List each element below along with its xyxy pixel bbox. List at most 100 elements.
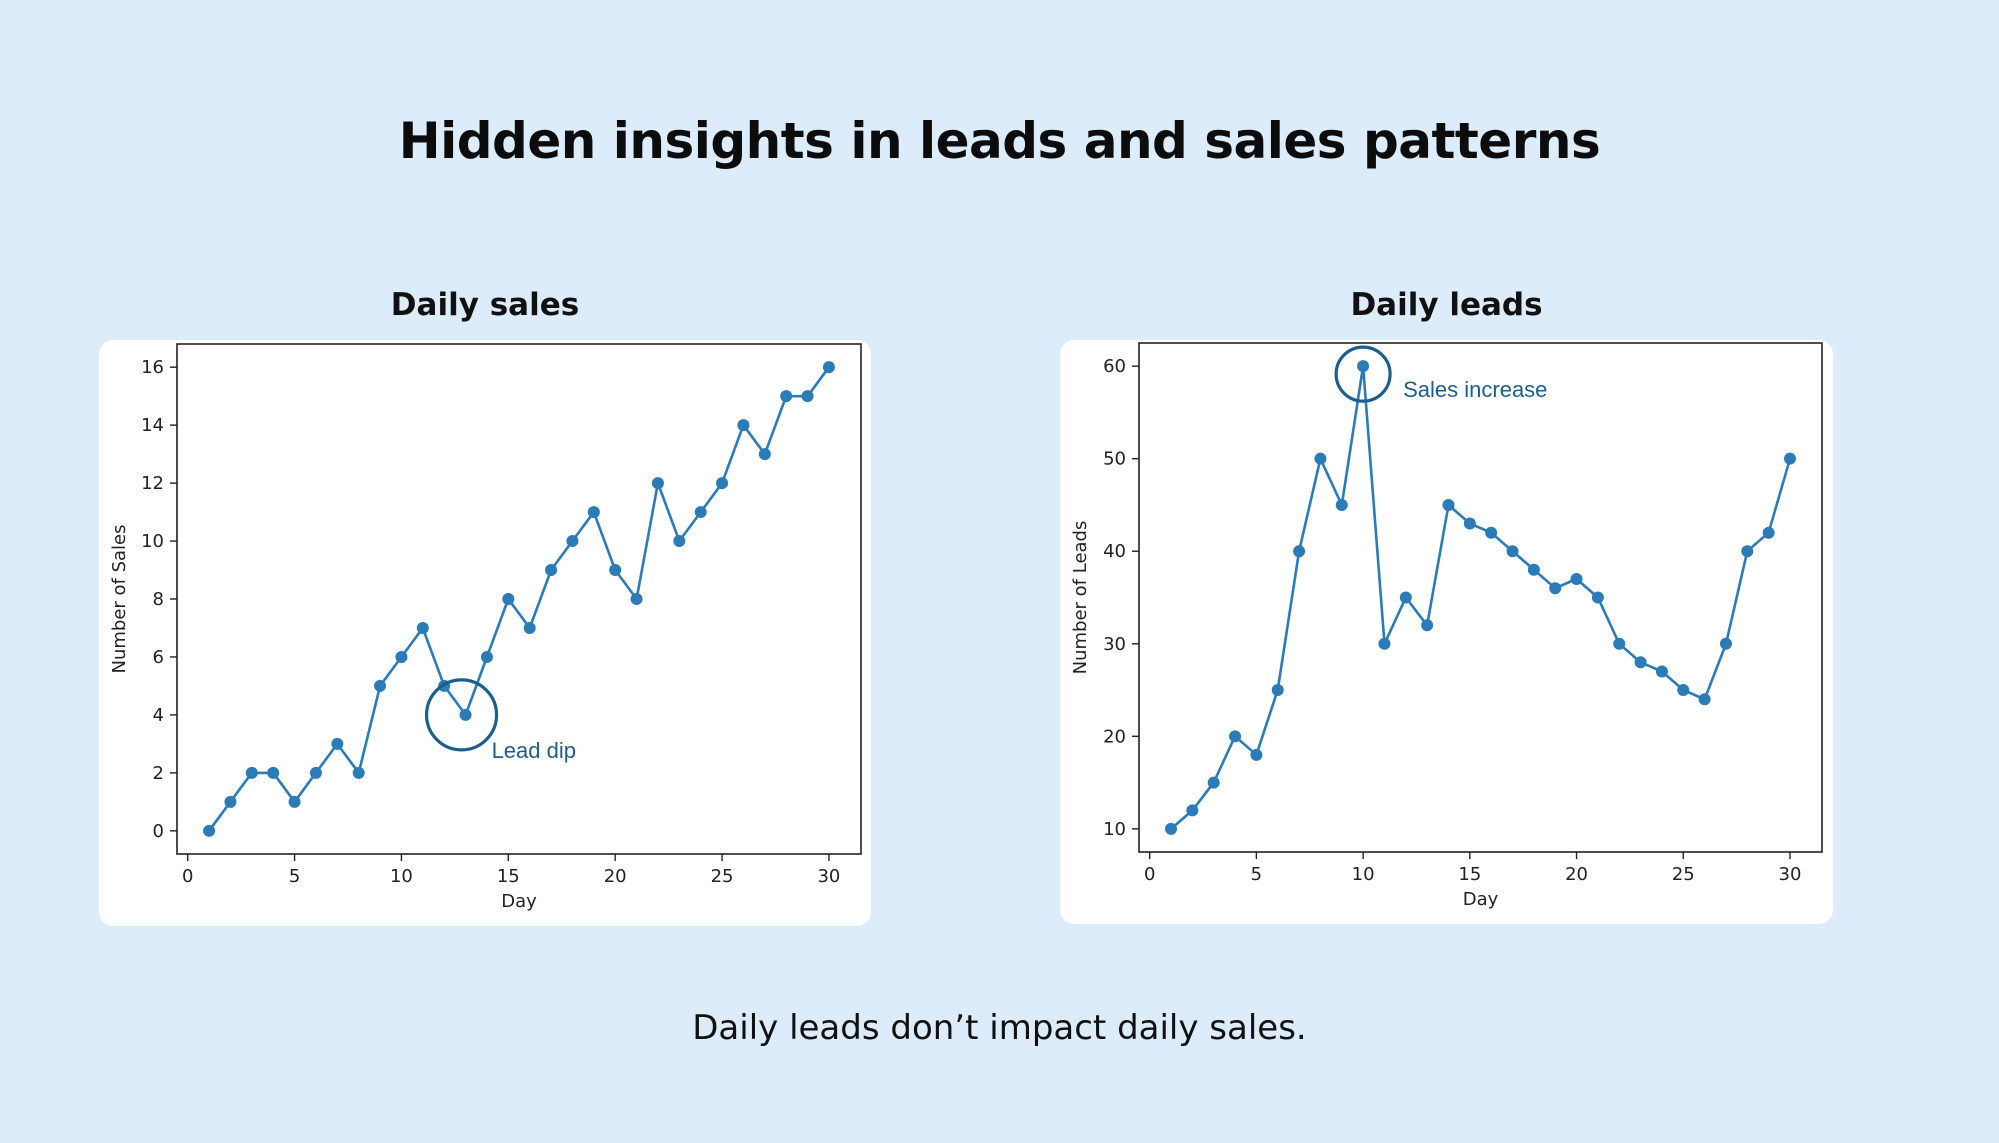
sales-data-point xyxy=(694,506,707,519)
sales-data-point xyxy=(502,593,515,605)
leads-data-point xyxy=(1271,684,1284,697)
sales-data-point xyxy=(801,390,814,403)
leads-line-chart: 0 5 10 15 20 25 30 10 20 30 40 50 60 Day Number of Lea… xyxy=(1070,342,1823,910)
leads-x-tick-label: 10 xyxy=(1352,864,1375,885)
sales-chart-title: Daily sales xyxy=(390,287,580,323)
sales-y-tick-label: 14 xyxy=(141,415,164,436)
sales-data-point xyxy=(609,564,622,577)
sales-x-tick-label: 0 xyxy=(182,866,193,887)
sales-data-point xyxy=(737,419,750,432)
leads-data-point xyxy=(1719,637,1732,650)
sales-data-point xyxy=(245,766,258,779)
sales-data-point xyxy=(480,650,493,663)
leads-data-point xyxy=(1399,591,1412,604)
leads-data-point xyxy=(1293,545,1306,558)
sales-data-point xyxy=(374,679,387,692)
leads-data-point xyxy=(1165,822,1178,835)
leads-data-point xyxy=(1527,563,1540,576)
sales-y-tick-label: 16 xyxy=(141,357,164,378)
sales-x-axis-label: Day xyxy=(501,891,537,912)
sales-annotation-label: Lead dip xyxy=(492,738,576,763)
sales-data-point xyxy=(716,477,729,490)
leads-y-axis-label: Number of Leads xyxy=(1070,521,1091,675)
leads-annotation-label: Sales increase xyxy=(1403,377,1547,402)
leads-data-point xyxy=(1186,804,1199,817)
leads-y-tick-label: 40 xyxy=(1103,541,1126,562)
sales-y-tick-label: 8 xyxy=(153,589,164,610)
sales-y-tick-label: 0 xyxy=(153,821,164,842)
sales-y-axis-label: Number of Sales xyxy=(109,524,130,673)
leads-y-tick-label: 50 xyxy=(1103,449,1126,470)
leads-data-point xyxy=(1229,730,1242,743)
sales-x-tick-label: 20 xyxy=(604,866,627,887)
sales-data-point xyxy=(545,564,558,577)
sales-data-point xyxy=(673,535,686,548)
leads-data-point xyxy=(1506,545,1519,558)
sales-y-tick-label: 4 xyxy=(153,705,164,726)
sales-data-point xyxy=(267,766,280,779)
leads-data-point xyxy=(1570,572,1583,585)
sales-y-tick-label: 12 xyxy=(141,473,164,494)
sales-plot-frame xyxy=(176,343,862,855)
leads-x-tick-label: 0 xyxy=(1144,864,1155,885)
sales-data-point xyxy=(459,708,472,721)
leads-series-line xyxy=(1170,364,1792,830)
leads-x-tick-label: 30 xyxy=(1779,864,1802,885)
leads-data-point xyxy=(1378,637,1391,650)
leads-data-point xyxy=(1677,684,1690,697)
sales-data-point xyxy=(288,795,301,808)
sales-chart-card: 0 5 10 15 20 25 30 0 2 4 6 8 10 12 14 16 Day Number of Sa… xyxy=(99,340,871,926)
leads-x-tick-label: 25 xyxy=(1672,864,1695,885)
leads-chart-card: 0 5 10 15 20 25 30 10 20 30 40 50 60 Day Number of Lea… xyxy=(1060,340,1833,924)
leads-x-tick-label: 15 xyxy=(1458,864,1481,885)
leads-data-point xyxy=(1549,582,1562,595)
leads-data-point xyxy=(1634,656,1647,669)
sales-data-point xyxy=(758,448,771,461)
sales-y-tick-label: 10 xyxy=(141,531,164,552)
sales-data-point xyxy=(395,650,408,663)
sales-x-tick-label: 25 xyxy=(711,866,734,887)
sales-line-chart: 0 5 10 15 20 25 30 0 2 4 6 8 10 12 14 16 Day Number of Sa… xyxy=(109,343,862,912)
leads-data-point xyxy=(1314,452,1327,465)
sales-y-tick-label: 6 xyxy=(153,647,164,668)
leads-data-point xyxy=(1463,517,1476,530)
leads-y-tick-label: 10 xyxy=(1103,819,1126,840)
sales-data-point xyxy=(523,621,536,634)
sales-data-point xyxy=(651,477,664,490)
sales-x-tick-label: 5 xyxy=(289,866,300,887)
leads-data-point xyxy=(1655,665,1668,678)
leads-y-tick-label: 20 xyxy=(1103,726,1126,747)
sales-data-point xyxy=(822,361,835,374)
leads-data-point xyxy=(1357,360,1370,373)
leads-data-point xyxy=(1783,452,1796,465)
sales-y-tick-label: 2 xyxy=(153,763,164,784)
leads-data-point xyxy=(1762,526,1775,539)
sales-data-point xyxy=(587,506,600,519)
leads-data-point xyxy=(1485,526,1498,539)
leads-data-point xyxy=(1613,637,1626,650)
slide-title: Hidden insights in leads and sales patte… xyxy=(398,112,1601,170)
sales-series-line xyxy=(208,366,830,832)
leads-annotation-circle xyxy=(1334,345,1392,403)
leads-data-point xyxy=(1335,498,1348,511)
sales-annotation-circle xyxy=(424,678,499,752)
leads-data-point xyxy=(1698,693,1711,706)
leads-data-point xyxy=(1591,591,1604,604)
leads-data-point xyxy=(1421,619,1434,632)
leads-x-tick-label: 20 xyxy=(1565,864,1588,885)
sales-data-point xyxy=(566,535,579,548)
slide-conclusion: Daily leads don’t impact daily sales. xyxy=(692,1008,1307,1048)
leads-x-axis-label: Day xyxy=(1463,889,1499,910)
sales-data-point xyxy=(331,737,344,750)
sales-x-tick-label: 15 xyxy=(497,866,520,887)
sales-x-tick-label: 30 xyxy=(817,866,840,887)
sales-data-point xyxy=(224,795,237,808)
leads-chart-title: Daily leads xyxy=(1350,287,1543,323)
leads-y-tick-label: 30 xyxy=(1103,634,1126,655)
leads-plot-frame xyxy=(1138,342,1823,853)
leads-data-point xyxy=(1741,545,1754,558)
sales-data-point xyxy=(352,766,365,779)
sales-data-point xyxy=(780,390,793,403)
sales-data-point xyxy=(630,593,643,605)
sales-data-point xyxy=(203,824,216,837)
